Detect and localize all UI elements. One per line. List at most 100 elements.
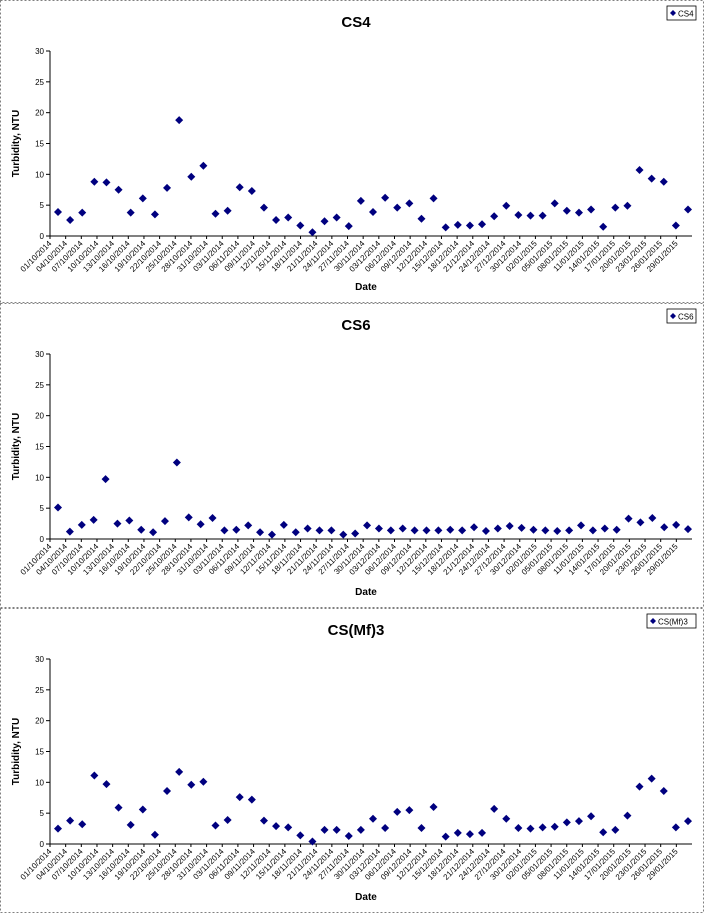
data-point	[381, 823, 390, 832]
data-point	[493, 524, 502, 533]
data-point	[441, 832, 450, 841]
data-point	[393, 807, 402, 816]
panel-border	[0, 303, 704, 608]
data-point	[356, 196, 365, 205]
data-point	[636, 518, 645, 527]
y-axis-label: Turbidity, NTU	[11, 413, 22, 480]
chart-panel-1: CS6 CS605101520253001/10/201404/10/201407…	[0, 303, 704, 608]
data-point	[481, 526, 490, 535]
data-point	[339, 530, 348, 539]
data-point	[150, 210, 159, 219]
legend-label: CS(Mf)3	[658, 618, 688, 627]
y-tick-label: 30	[35, 47, 44, 56]
data-point	[671, 221, 680, 230]
data-point	[588, 526, 597, 535]
data-point	[600, 524, 609, 533]
data-point	[296, 831, 305, 840]
data-point	[172, 458, 181, 467]
data-point	[587, 205, 596, 214]
x-axis-label: Date	[355, 587, 377, 598]
data-point	[623, 201, 632, 210]
data-point	[332, 825, 341, 834]
data-point	[599, 222, 608, 231]
legend-marker	[650, 618, 656, 624]
data-point	[574, 208, 583, 217]
y-tick-label: 10	[35, 778, 44, 787]
data-point	[612, 525, 621, 534]
data-point	[344, 831, 353, 840]
y-tick-label: 10	[35, 473, 44, 482]
data-point	[446, 525, 455, 534]
data-point	[635, 166, 644, 175]
data-point	[102, 178, 111, 187]
data-point	[577, 521, 586, 530]
data-point	[514, 823, 523, 832]
data-point	[332, 213, 341, 222]
data-point	[187, 780, 196, 789]
y-tick-label: 5	[40, 504, 45, 513]
data-point	[541, 526, 550, 535]
y-tick-label: 15	[35, 443, 44, 452]
data-point	[422, 526, 431, 535]
data-point	[565, 526, 574, 535]
data-point	[175, 767, 184, 776]
data-point	[114, 803, 123, 812]
data-point	[574, 817, 583, 826]
y-tick-label: 25	[35, 686, 44, 695]
data-point	[393, 203, 402, 212]
y-tick-label: 0	[40, 232, 45, 241]
data-point	[259, 203, 268, 212]
data-point	[684, 205, 692, 214]
series-CS6	[54, 458, 692, 539]
data-point	[623, 811, 632, 820]
data-point	[284, 823, 293, 832]
data-point	[308, 837, 317, 846]
data-point	[235, 183, 244, 192]
data-point	[624, 514, 633, 523]
data-point	[538, 211, 547, 220]
data-point	[256, 528, 265, 537]
data-point	[259, 816, 268, 825]
data-point	[149, 528, 158, 537]
y-tick-label: 0	[40, 840, 45, 849]
data-point	[208, 514, 217, 523]
data-point	[648, 514, 657, 523]
data-point	[514, 211, 523, 220]
data-point	[381, 193, 390, 202]
data-point	[315, 526, 324, 535]
series-CS(Mf)3	[54, 767, 692, 846]
data-point	[114, 185, 123, 194]
data-point	[199, 777, 208, 786]
data-point	[196, 520, 205, 529]
data-point	[54, 503, 62, 512]
chart-title: CS4	[341, 14, 371, 31]
data-point	[267, 530, 276, 539]
data-point	[417, 214, 426, 223]
data-point	[66, 816, 75, 825]
data-point	[247, 186, 256, 195]
data-point	[587, 812, 596, 821]
y-tick-label: 5	[40, 809, 45, 818]
data-point	[247, 795, 256, 804]
data-point	[65, 527, 74, 536]
series-CS4	[54, 116, 692, 237]
data-point	[684, 817, 692, 826]
data-point	[478, 828, 487, 837]
data-point	[470, 523, 479, 532]
data-point	[175, 116, 184, 125]
data-point	[562, 818, 571, 827]
data-point	[163, 183, 172, 192]
axes	[46, 353, 692, 542]
data-point	[417, 823, 426, 832]
data-point	[223, 206, 232, 215]
data-point	[54, 207, 62, 216]
data-point	[611, 825, 620, 834]
data-point	[296, 221, 305, 230]
data-point	[562, 206, 571, 215]
data-point	[526, 824, 535, 833]
data-point	[611, 203, 620, 212]
data-point	[284, 213, 293, 222]
data-point	[429, 194, 438, 203]
data-point	[660, 523, 669, 532]
data-point	[490, 212, 499, 221]
